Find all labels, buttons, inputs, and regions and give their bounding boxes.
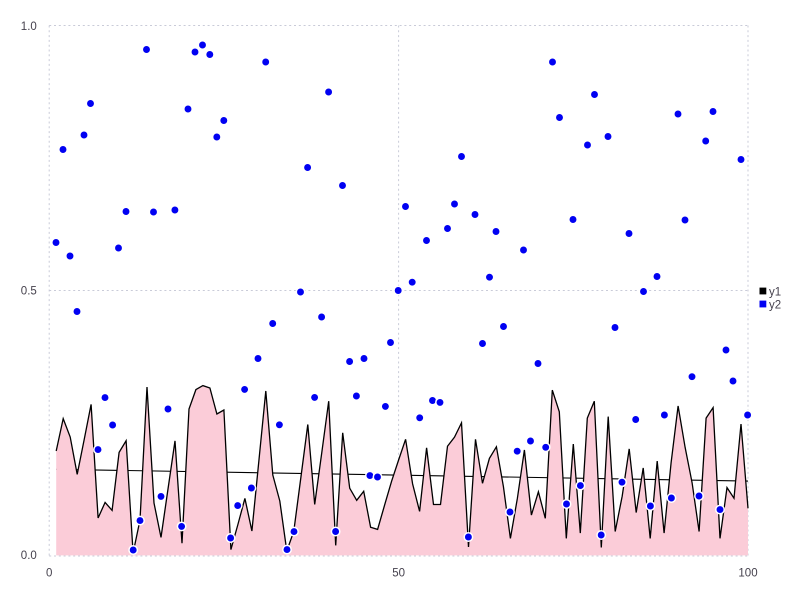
svg-text:y2: y2 [769,299,781,311]
svg-text:0: 0 [46,567,52,579]
svg-text:y1: y1 [769,286,781,298]
svg-text:50: 50 [392,567,405,579]
svg-text:100: 100 [738,567,757,579]
svg-text:1.0: 1.0 [21,21,37,33]
svg-text:0.0: 0.0 [21,550,37,562]
svg-text:0.5: 0.5 [21,285,37,297]
